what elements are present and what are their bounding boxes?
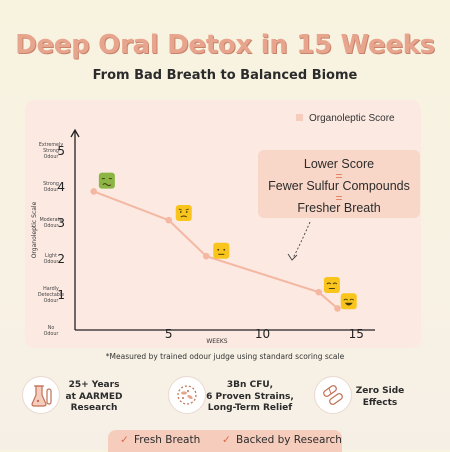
feature-research-line-2: at AARMED	[65, 391, 123, 402]
page-subtitle: From Bad Breath to Balanced Biome	[92, 68, 358, 83]
bottom-benefits-bar: ✓ Fresh Breath ✓ Backed by Research	[108, 430, 342, 452]
emoji-sick-icon	[98, 172, 115, 189]
measurement-note: *Measured by trained odour judge using s…	[105, 352, 345, 361]
y-description-4: Strong Odour	[43, 181, 59, 193]
y-description-3: Moderate Odour	[40, 217, 63, 229]
x-tick-label-10: 10	[255, 327, 270, 341]
check-icon: ✓	[120, 434, 129, 446]
data-point-4	[334, 305, 341, 312]
data-point-2	[202, 252, 210, 260]
feature-research-line-3: Research	[70, 403, 118, 414]
callout-equals-2: =	[335, 191, 343, 205]
legend-label: Organoleptic Score	[309, 113, 395, 124]
lab-flask-icon	[22, 376, 60, 414]
data-point-1	[165, 216, 173, 224]
feature-research-line-1: 25+ Years	[68, 380, 120, 390]
y-tick-label-1: 1	[57, 288, 65, 302]
y-tick-label-2: 2	[57, 252, 65, 266]
emoji-frown-icon	[175, 205, 192, 221]
x-tick-label-15: 15	[349, 327, 364, 341]
x-tick-label-5: 5	[165, 327, 173, 341]
emoji-content-icon	[323, 277, 340, 293]
page-title: Deep Oral Detox in 15 Weeks	[15, 30, 435, 60]
y-description-5: Extremely Strong Odour	[39, 142, 64, 160]
y-description-2: Light Odour	[44, 253, 59, 265]
y-axis-label: Organoleptic Scale	[31, 201, 38, 258]
callout-arrow	[292, 221, 311, 259]
feature-strains-line-2: 6 Proven Strains,	[206, 391, 294, 402]
feature-strains-line-1: 3Bn CFU,	[226, 380, 274, 390]
y-tick-label-5: 5	[57, 144, 65, 158]
benefit-fresh-breath: Fresh Breath	[134, 434, 201, 446]
bacteria-icon	[168, 376, 206, 414]
y-axis-arrow	[70, 128, 80, 138]
feature-safety-line-2: Effects	[362, 397, 398, 408]
benefit-backed-research: Backed by Research	[236, 434, 342, 446]
check-icon: ✓	[222, 434, 231, 446]
data-point-0	[90, 188, 98, 195]
callout-line-lower-score: Lower Score	[303, 157, 375, 171]
callout-equals-1: =	[335, 169, 343, 183]
callout-box: Lower Score = Fewer Sulfur Compounds = F…	[258, 150, 420, 218]
x-axis-label: WEEKS	[206, 338, 227, 345]
capsules-icon	[314, 376, 352, 414]
callout-line-sulfur: Fewer Sulfur Compounds	[268, 179, 410, 193]
callout-arrow-head	[287, 253, 298, 261]
callout-line-fresher: Fresher Breath	[297, 201, 381, 215]
emoji-happy-icon	[340, 293, 357, 310]
data-point-3	[315, 288, 323, 296]
y-description-1: Hardly Detectable Odour	[38, 286, 64, 304]
emoji-neutral-icon	[213, 242, 230, 259]
y-tick-label-3: 3	[57, 216, 65, 230]
y-tick-label-4: 4	[57, 180, 65, 194]
y-description-0: No Odour	[44, 325, 59, 337]
legend-swatch	[296, 114, 303, 121]
feature-strains-line-3: Long-Term Relief	[207, 403, 293, 414]
feature-safety-line-1: Zero Side	[355, 386, 405, 396]
